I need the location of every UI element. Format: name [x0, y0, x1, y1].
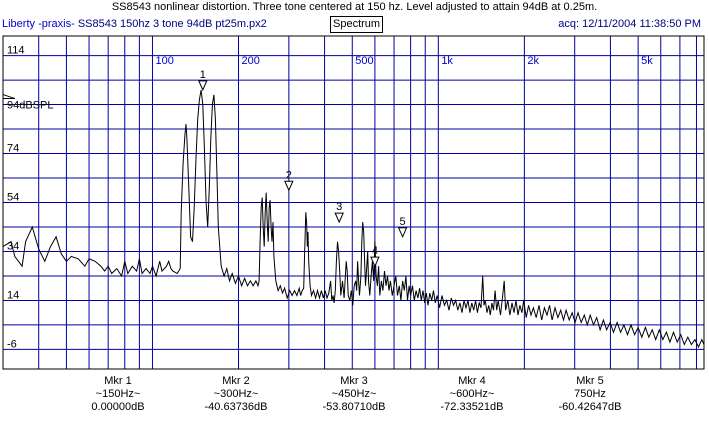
marker-readout-value: -72.33521dB [440, 401, 504, 413]
marker-readout-name: Mkr 4 [458, 375, 486, 387]
marker-readout: Mkr 3 ~450Hz~ -53.80710dB [299, 375, 409, 414]
y-tick-label: 34 [7, 240, 19, 252]
marker-readout-name: Mkr 5 [576, 375, 604, 387]
grid [2, 36, 704, 369]
marker-number: 4 [372, 245, 378, 257]
reference-level: 94dBSPL [2, 94, 53, 112]
x-tick-label: 2k [527, 55, 539, 67]
marker-readout: Mkr 5 750Hz -60.42647dB [535, 375, 645, 414]
file-name: SS8543 150hz 3 tone 94dB pt25m.px2 [77, 18, 267, 30]
marker-number: 1 [200, 69, 206, 81]
marker-number: 2 [286, 169, 292, 181]
marker-readout: Mkr 1 ~150Hz~ 0.00000dB [63, 375, 173, 414]
spectrum-view-button[interactable]: Spectrum [330, 16, 384, 33]
marker-triangle [198, 80, 208, 92]
x-tick-label: 500 [355, 55, 373, 67]
spectrum-trace [2, 89, 705, 349]
marker-readout-value: -53.80710dB [322, 401, 386, 413]
file-info: Liberty -praxis- SS8543 150hz 3 tone 94d… [2, 18, 267, 30]
plot-frame [2, 35, 705, 370]
marker-number: 5 [400, 216, 406, 228]
y-tick-label: 14 [7, 289, 19, 301]
chart-title: SS8543 nonlinear distortion. Three tone … [111, 1, 598, 13]
y-tick-label: 114 [7, 45, 25, 57]
marker-readout-name: Mkr 2 [222, 375, 250, 387]
marker-readout-freq: ~450Hz~ [331, 388, 377, 400]
reference-arrow [2, 94, 16, 100]
marker-readout-value: -40.63736dB [204, 401, 268, 413]
y-tick-label: 74 [7, 143, 19, 155]
marker-readout-freq: 750Hz [574, 388, 606, 400]
markers: 1 2 3 4 5 [198, 69, 408, 268]
marker-readout-freq: ~300Hz~ [213, 388, 259, 400]
x-tick-label: 5k [641, 55, 653, 67]
trace-layer [2, 89, 705, 349]
marker-readout: Mkr 2 ~300Hz~ -40.63736dB [181, 375, 291, 414]
marker-number: 3 [336, 201, 342, 213]
marker-readout-value: 0.00000dB [91, 401, 145, 413]
y-tick-label: 54 [7, 192, 19, 204]
marker-triangle [334, 212, 344, 224]
marker-readout-freq: ~600Hz~ [449, 388, 495, 400]
x-tick-label: 1k [441, 55, 453, 67]
marker-triangle [397, 227, 408, 239]
marker-readout-name: Mkr 1 [104, 375, 132, 387]
app-label: Liberty -praxis- [2, 18, 75, 30]
marker-triangle [370, 256, 380, 268]
acquisition-timestamp: acq: 12/11/2004 11:38:50 PM [558, 18, 701, 30]
x-tick-label: 100 [155, 55, 173, 67]
marker-readout: Mkr 4 ~600Hz~ -72.33521dB [417, 375, 527, 414]
x-tick-label: 200 [242, 55, 260, 67]
y-tick-label: -6 [7, 338, 17, 350]
marker-readout-name: Mkr 3 [340, 375, 368, 387]
marker-readout-freq: ~150Hz~ [95, 388, 141, 400]
reference-label: 94dBSPL [7, 100, 53, 112]
marker-triangle [284, 180, 294, 192]
marker-readout-value: -60.42647dB [558, 401, 622, 413]
